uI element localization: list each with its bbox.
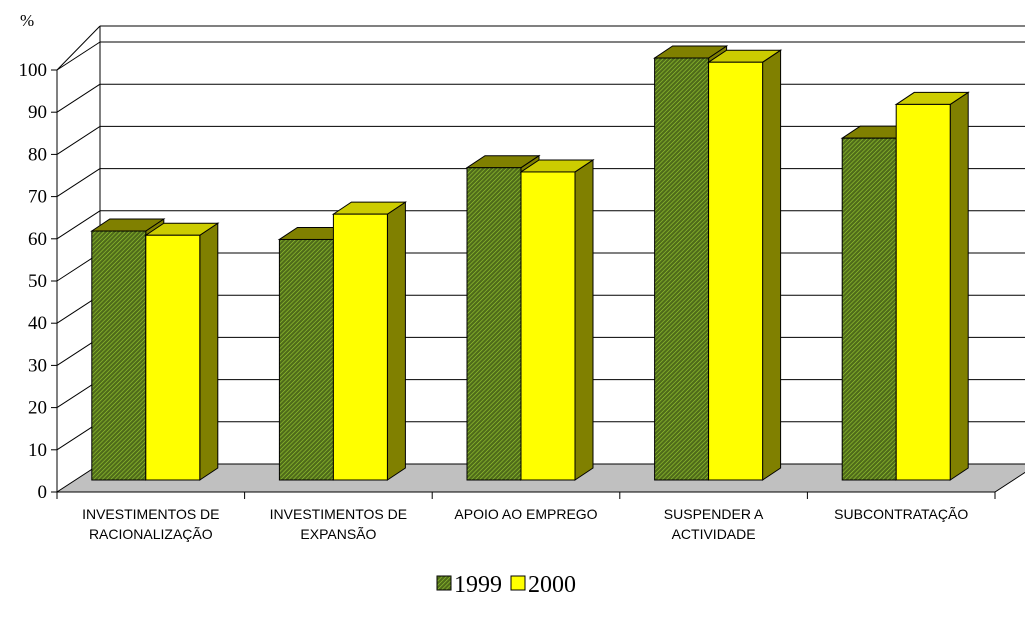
legend-label-1999: 1999 bbox=[454, 572, 502, 598]
y-tick-label: 60 bbox=[28, 229, 47, 250]
x-tick-label: SUBCONTRATAÇÃO bbox=[834, 506, 968, 522]
y-tick-label: 20 bbox=[28, 398, 47, 419]
legend-label-2000: 2000 bbox=[528, 572, 576, 598]
side-gridline bbox=[56, 168, 101, 198]
x-tick-label: INVESTIMENTOS DE EXPANSÃO bbox=[270, 506, 407, 542]
y-tick-label: 100 bbox=[19, 60, 48, 81]
x-tick-label: SUSPENDER A ACTIVIDADE bbox=[664, 506, 764, 542]
y-tick-label: 40 bbox=[28, 313, 47, 334]
bar-side-2000-1 bbox=[386, 201, 406, 481]
side-gridline bbox=[56, 210, 101, 240]
legend: 1999 2000 bbox=[436, 572, 576, 598]
x-tick-label-line: INVESTIMENTOS DE bbox=[82, 506, 219, 522]
x-tick-label-line: RACIONALIZAÇÃO bbox=[89, 526, 213, 542]
bar-side-2000-3 bbox=[762, 49, 782, 481]
x-tick-label: INVESTIMENTOS DE RACIONALIZAÇÃO bbox=[82, 506, 219, 542]
axes bbox=[51, 25, 996, 499]
bar-2000-1 bbox=[332, 213, 388, 481]
bar-side-2000-4 bbox=[949, 91, 969, 481]
bar-side-2000-0 bbox=[199, 222, 219, 481]
y-axis-label: % bbox=[20, 11, 34, 30]
y-tick-label: 70 bbox=[28, 187, 47, 208]
y-tick-label: 50 bbox=[28, 271, 47, 292]
bar-2000-4 bbox=[895, 103, 951, 481]
y-tick-label: 30 bbox=[28, 355, 47, 376]
x-tick-label-line: SUBCONTRATAÇÃO bbox=[834, 506, 968, 522]
legend-swatch-1999 bbox=[436, 575, 452, 591]
bar-2000-3 bbox=[708, 61, 764, 481]
y-tick-label: 0 bbox=[38, 482, 48, 503]
bar-2000-0 bbox=[145, 234, 201, 481]
bar-1999-3 bbox=[654, 57, 710, 481]
bar-side-2000-2 bbox=[574, 159, 594, 481]
x-tick-label-line: APOIO AO EMPREGO bbox=[454, 506, 597, 522]
bar-1999-2 bbox=[466, 167, 522, 481]
x-tick-label-line: SUSPENDER A bbox=[664, 506, 764, 522]
x-tick-label-line: ACTIVIDADE bbox=[672, 526, 756, 542]
x-tick-label-line: EXPANSÃO bbox=[300, 526, 376, 542]
y-tick-label: 80 bbox=[28, 144, 47, 165]
side-gridline bbox=[56, 41, 101, 71]
side-gridline bbox=[56, 125, 101, 155]
side-gridline bbox=[56, 83, 101, 113]
labels: 0 10 20 30 40 50 60 70 80 90 100% INVESTIMENTOS DE R… bbox=[19, 11, 969, 542]
bar-1999-4 bbox=[841, 137, 897, 481]
y-axis-top-diagonal bbox=[56, 25, 101, 71]
x-tick-label: APOIO AO EMPREGO bbox=[454, 506, 597, 522]
x-tick-label-line: INVESTIMENTOS DE bbox=[270, 506, 407, 522]
bar-1999-1 bbox=[278, 238, 334, 481]
y-tick-label: 90 bbox=[28, 102, 47, 123]
legend-swatch-2000 bbox=[510, 575, 526, 591]
bar-1999-0 bbox=[91, 230, 147, 481]
bar-2000-2 bbox=[520, 171, 576, 481]
y-tick-label: 10 bbox=[28, 440, 47, 461]
bars bbox=[90, 45, 970, 481]
